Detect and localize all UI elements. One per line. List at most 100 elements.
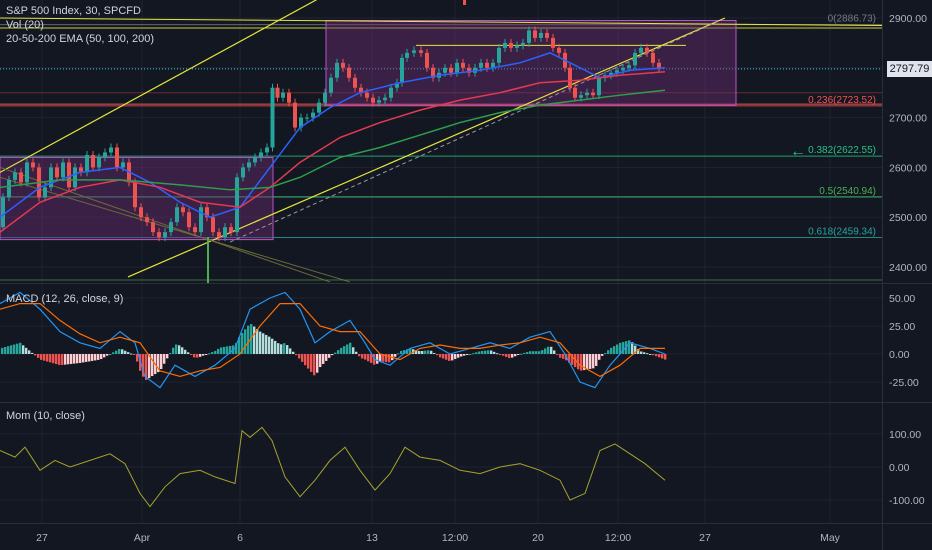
- candle-body: [425, 52, 429, 68]
- candle-body: [609, 72, 613, 76]
- time-tick-label: 27: [36, 532, 48, 544]
- mom-indicator-label[interactable]: Mom (10, close): [6, 410, 85, 422]
- candle-body: [431, 67, 435, 78]
- macd-histogram-bar: [490, 350, 493, 354]
- macd-histogram-bar: [103, 354, 106, 358]
- candle-body: [293, 102, 297, 128]
- macd-histogram-bar: [22, 345, 25, 354]
- macd-histogram-bar: [277, 343, 280, 354]
- macd-histogram-bar: [601, 354, 604, 356]
- macd-histogram-bar: [94, 354, 97, 361]
- macd-histogram-bar: [256, 329, 259, 354]
- macd-histogram-bar: [583, 354, 586, 371]
- macd-histogram-bar: [481, 350, 484, 354]
- macd-histogram-bar: [223, 346, 226, 354]
- fib-level-label: 0(2886.73): [828, 14, 876, 25]
- macd-histogram-bar: [385, 354, 388, 363]
- macd-histogram-bar: [199, 354, 202, 357]
- macd-histogram-bar: [313, 354, 316, 376]
- macd-histogram-bar: [289, 348, 292, 354]
- macd-histogram-bar: [268, 336, 271, 354]
- macd-histogram-bar: [148, 354, 151, 378]
- macd-histogram-bar: [550, 346, 553, 354]
- macd-histogram-bar: [589, 354, 592, 369]
- macd-histogram-bar: [478, 351, 481, 354]
- candle-body: [265, 147, 269, 153]
- candle-body: [247, 162, 251, 168]
- macd-histogram-bar: [487, 350, 490, 354]
- candle-body: [449, 67, 453, 73]
- candle-body: [229, 227, 233, 233]
- macd-histogram-bar: [139, 354, 142, 371]
- candle-body: [551, 37, 555, 48]
- candle-body: [175, 207, 179, 223]
- candle-body: [365, 92, 369, 98]
- macd-histogram-bar: [619, 342, 622, 354]
- candle-body: [133, 182, 137, 208]
- candle-body: [461, 62, 465, 68]
- candle-body: [335, 62, 339, 78]
- macd-histogram-bar: [1, 347, 4, 354]
- rectangle-drawings[interactable]: [0, 19, 737, 241]
- macd-histogram-bar: [655, 354, 658, 357]
- time-tick-label: 12:00: [605, 532, 631, 544]
- candle-body: [19, 172, 23, 183]
- signal-line: [0, 303, 665, 378]
- macd-histogram-bar: [181, 347, 184, 354]
- macd-indicator-label[interactable]: MACD (12, 26, close, 9): [6, 293, 124, 305]
- candle-body: [253, 157, 257, 163]
- macd-histogram-bar: [55, 354, 58, 365]
- candle-body: [145, 217, 149, 223]
- macd-histogram-bar: [538, 351, 541, 354]
- symbol-title[interactable]: S&P 500 Index, 30, SPCFD: [6, 5, 141, 17]
- fib-level-label: 0.382(2622.55): [808, 145, 876, 156]
- macd-histogram-bar: [253, 326, 256, 354]
- macd-histogram-bar: [400, 350, 403, 354]
- vol-indicator-label[interactable]: Vol (20): [6, 19, 44, 31]
- macd-tick-label: 0.00: [889, 349, 910, 361]
- macd-histogram-bar: [502, 354, 505, 356]
- ema-indicator-label[interactable]: 20-50-200 EMA (50, 100, 200): [6, 33, 154, 45]
- macd-histogram-bar: [295, 354, 298, 356]
- arrow-left-icon[interactable]: ←: [790, 143, 806, 160]
- macd-histogram-bar: [598, 354, 601, 360]
- fib-retracement[interactable]: 0(2886.73) 0.236(2723.52) 0.382(2622.55) 0.…: [0, 14, 882, 238]
- macd-histogram-bar: [370, 354, 373, 363]
- candle-body: [591, 92, 595, 96]
- macd-histogram-bar: [622, 341, 625, 354]
- time-tick-label: Apr: [134, 532, 151, 544]
- macd-histogram-bar: [364, 354, 367, 360]
- price-tick-label: 2700.00: [889, 113, 927, 125]
- macd-histogram-bar: [541, 350, 544, 354]
- macd-legend: MACD (12, 26, close, 9): [6, 292, 123, 306]
- macd-histogram-bar: [328, 354, 331, 358]
- candle-body: [109, 147, 113, 153]
- candle-body: [615, 70, 619, 73]
- macd-panel: [0, 291, 667, 389]
- candle-body: [639, 47, 643, 53]
- candle-body: [187, 212, 191, 228]
- macd-histogram-bar: [160, 354, 163, 370]
- price-tick-label: 2400.00: [889, 262, 927, 274]
- macd-histogram-bar: [472, 353, 475, 355]
- candle-body: [657, 62, 661, 68]
- macd-histogram-bar: [7, 346, 10, 354]
- candle-body: [281, 92, 285, 98]
- candle-body: [557, 47, 561, 53]
- macd-histogram-bar: [211, 352, 214, 354]
- macd-histogram-bar: [454, 354, 457, 360]
- macd-histogram-bar: [418, 350, 421, 354]
- macd-histogram-bar: [286, 345, 289, 354]
- ema-100-line: [0, 71, 666, 233]
- macd-histogram-bar: [637, 348, 640, 354]
- candle-body: [443, 67, 447, 73]
- price-tick-label: 2600.00: [889, 162, 927, 174]
- candle-body: [359, 87, 363, 93]
- ema-50-line: [0, 52, 666, 219]
- candle-body: [13, 172, 17, 180]
- macd-histogram-bar: [184, 349, 187, 354]
- macd-histogram-bar: [382, 354, 385, 362]
- candle-body: [485, 62, 489, 68]
- candle-body: [299, 117, 303, 128]
